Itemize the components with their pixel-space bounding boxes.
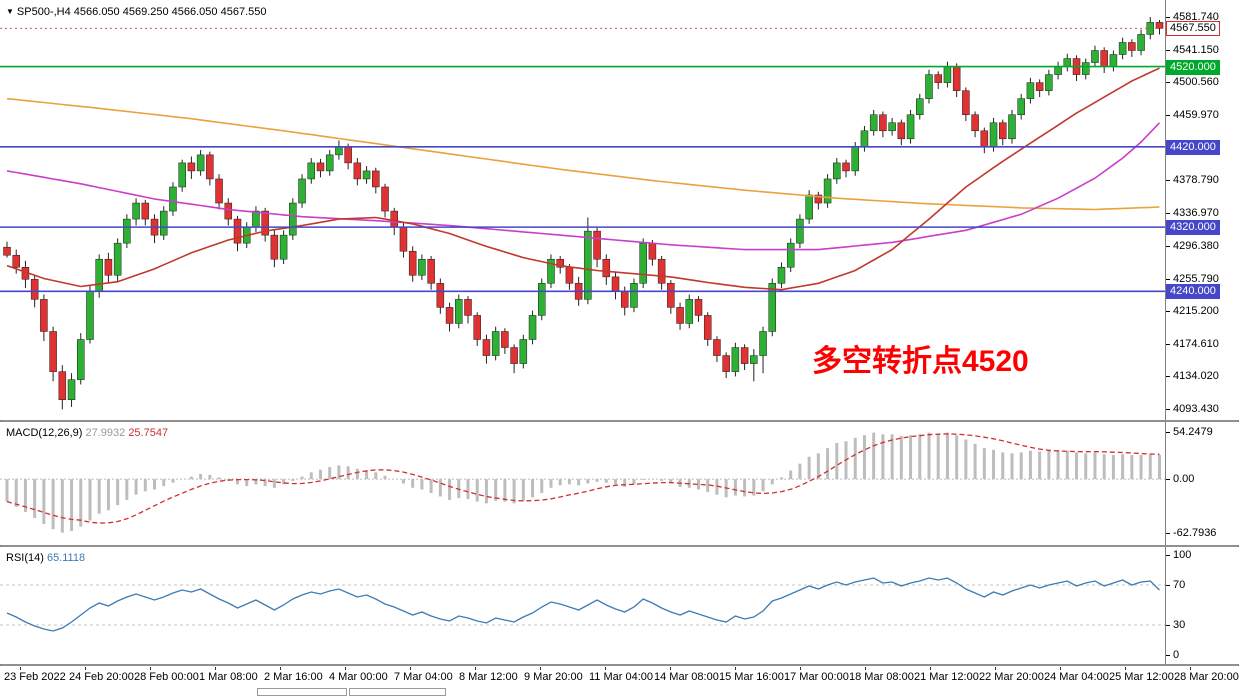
rsi-tick-label: 100: [1165, 549, 1192, 561]
price-tick-label: 4336.970: [1166, 207, 1219, 220]
price-tick-label: 4093.430: [1166, 403, 1219, 415]
panel-separator: [0, 664, 1239, 666]
price-tick-label: 4134.020: [1166, 370, 1219, 383]
rsi-tick-label: 0: [1165, 649, 1180, 661]
symbol-info-text: SP500-,H4 4566.050 4569.250 4566.050 456…: [16, 6, 267, 18]
macd-tick-label: -62.7936: [1165, 527, 1217, 540]
macd-value-signal: 25.7547: [128, 427, 169, 439]
macd-name: MACD(12,26,9): [6, 427, 83, 439]
rsi-panel[interactable]: RSI(14) 65.1118: [0, 547, 1165, 664]
macd-panel[interactable]: MACD(12,26,9) 27.9932 25.7547: [0, 422, 1165, 545]
price-level-badge: 4320.000: [1166, 220, 1220, 236]
macd-tick-label: 54.2479: [1166, 426, 1213, 439]
rsi-value: 65.1118: [46, 552, 86, 564]
macd-scale[interactable]: 54.2479 0.00 -62.7936: [1165, 422, 1239, 545]
time-axis-label: 7 Mar 04:00: [394, 667, 453, 683]
time-axis-label: 1 Mar 08:00: [199, 667, 258, 683]
price-tick-label: 4215.200: [1166, 305, 1219, 318]
rsi-name: RSI(14): [6, 552, 44, 564]
time-axis-label: 14 Mar 08:00: [654, 667, 719, 683]
time-axis-label: 21 Mar 12:00: [914, 667, 979, 683]
macd-label: MACD(12,26,9) 27.9932 25.7547: [6, 427, 168, 439]
time-axis-label: 22 Mar 20:00: [979, 667, 1044, 683]
time-axis-label: 28 Feb 00:00: [134, 667, 199, 683]
price-level-badge: 4240.000: [1166, 284, 1220, 300]
time-axis-label: 24 Feb 20:00: [69, 667, 134, 683]
time-axis-label: 25 Mar 12:00: [1109, 667, 1174, 683]
panel-separator[interactable]: [0, 545, 1239, 547]
chart-annotation: 多空转折点4520: [812, 345, 1029, 378]
rsi-scale[interactable]: 100 70 30 0: [1165, 547, 1239, 664]
time-axis-label: 23 Feb 2022: [4, 667, 66, 683]
time-axis-label: 24 Mar 04:00: [1044, 667, 1109, 683]
symbol-info: ▼ SP500-,H4 4566.050 4569.250 4566.050 45…: [6, 6, 266, 18]
time-axis-label: 18 Mar 08:00: [849, 667, 914, 683]
scrollbar-thumb[interactable]: [349, 688, 446, 696]
macd-value-main: 27.9932: [85, 427, 126, 439]
time-axis-label: 11 Mar 04:00: [589, 667, 654, 683]
price-tick-label: 4459.970: [1166, 108, 1219, 121]
rsi-canvas: [0, 577, 1165, 632]
price-tick-label: 4541.150: [1166, 43, 1219, 56]
scrollbar-thumb[interactable]: [257, 688, 347, 696]
price-canvas: [0, 17, 1165, 410]
time-axis[interactable]: 23 Feb 2022 24 Feb 20:00 28 Feb 00:00 1 Mar…: [0, 666, 1239, 686]
price-chart[interactable]: ▼ SP500-,H4 4566.050 4569.250 4566.050 45…: [0, 0, 1165, 420]
rsi-tick-label: 30: [1165, 619, 1186, 631]
panel-separator[interactable]: [0, 420, 1239, 422]
price-tick-label: 4378.790: [1166, 173, 1219, 186]
bottom-strip: [0, 686, 1239, 698]
price-tick-label: 4581.740: [1166, 11, 1219, 23]
price-tick-label: 4296.380: [1166, 240, 1219, 253]
price-scale[interactable]: 4581.740 4541.150 4500.560 4459.970 4378.790…: [1165, 0, 1239, 420]
price-level-badge: 4567.550: [1166, 21, 1220, 37]
macd-canvas: [0, 432, 1165, 533]
time-axis-label: 8 Mar 12:00: [459, 667, 518, 683]
price-level-badge: 4520.000: [1166, 59, 1220, 75]
dropdown-arrow-icon: ▼: [6, 7, 14, 16]
time-axis-label: 4 Mar 00:00: [329, 667, 388, 683]
time-axis-label: 2 Mar 16:00: [264, 667, 323, 683]
time-axis-label: 28 Mar 20:00: [1174, 667, 1239, 683]
time-axis-label: 17 Mar 00:00: [784, 667, 849, 683]
price-tick-label: 4174.610: [1166, 337, 1219, 350]
rsi-label: RSI(14) 65.1118: [6, 552, 85, 564]
time-axis-label: 9 Mar 20:00: [524, 667, 583, 683]
price-tick-label: 4255.790: [1166, 272, 1219, 285]
macd-tick-label: 0.00: [1165, 473, 1195, 486]
price-level-badge: 4420.000: [1166, 139, 1220, 155]
price-tick-label: 4500.560: [1166, 76, 1219, 89]
rsi-tick-label: 70: [1165, 579, 1186, 591]
time-axis-label: 15 Mar 16:00: [719, 667, 784, 683]
